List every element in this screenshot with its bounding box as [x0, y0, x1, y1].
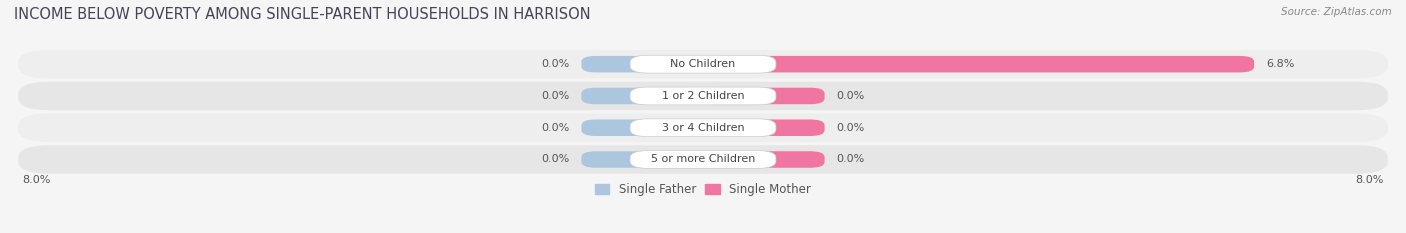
- Text: 1 or 2 Children: 1 or 2 Children: [662, 91, 744, 101]
- FancyBboxPatch shape: [582, 88, 703, 104]
- FancyBboxPatch shape: [703, 88, 824, 104]
- Text: INCOME BELOW POVERTY AMONG SINGLE-PARENT HOUSEHOLDS IN HARRISON: INCOME BELOW POVERTY AMONG SINGLE-PARENT…: [14, 7, 591, 22]
- Text: No Children: No Children: [671, 59, 735, 69]
- Text: 6.8%: 6.8%: [1267, 59, 1295, 69]
- FancyBboxPatch shape: [630, 55, 776, 73]
- Text: 8.0%: 8.0%: [1355, 175, 1384, 185]
- Text: 0.0%: 0.0%: [541, 91, 569, 101]
- Text: Source: ZipAtlas.com: Source: ZipAtlas.com: [1281, 7, 1392, 17]
- Text: 0.0%: 0.0%: [837, 154, 865, 164]
- FancyBboxPatch shape: [18, 113, 1388, 142]
- Text: 0.0%: 0.0%: [837, 123, 865, 133]
- Text: 8.0%: 8.0%: [22, 175, 51, 185]
- FancyBboxPatch shape: [582, 56, 703, 72]
- Legend: Single Father, Single Mother: Single Father, Single Mother: [591, 178, 815, 201]
- Text: 0.0%: 0.0%: [541, 154, 569, 164]
- FancyBboxPatch shape: [18, 82, 1388, 110]
- Text: 3 or 4 Children: 3 or 4 Children: [662, 123, 744, 133]
- FancyBboxPatch shape: [630, 151, 776, 168]
- FancyBboxPatch shape: [18, 145, 1388, 174]
- FancyBboxPatch shape: [630, 87, 776, 105]
- Text: 0.0%: 0.0%: [541, 59, 569, 69]
- FancyBboxPatch shape: [582, 120, 703, 136]
- Text: 0.0%: 0.0%: [541, 123, 569, 133]
- FancyBboxPatch shape: [630, 119, 776, 137]
- Text: 0.0%: 0.0%: [837, 91, 865, 101]
- Text: 5 or more Children: 5 or more Children: [651, 154, 755, 164]
- FancyBboxPatch shape: [703, 56, 1254, 72]
- FancyBboxPatch shape: [18, 50, 1388, 79]
- FancyBboxPatch shape: [582, 151, 703, 168]
- FancyBboxPatch shape: [703, 120, 824, 136]
- FancyBboxPatch shape: [703, 151, 824, 168]
